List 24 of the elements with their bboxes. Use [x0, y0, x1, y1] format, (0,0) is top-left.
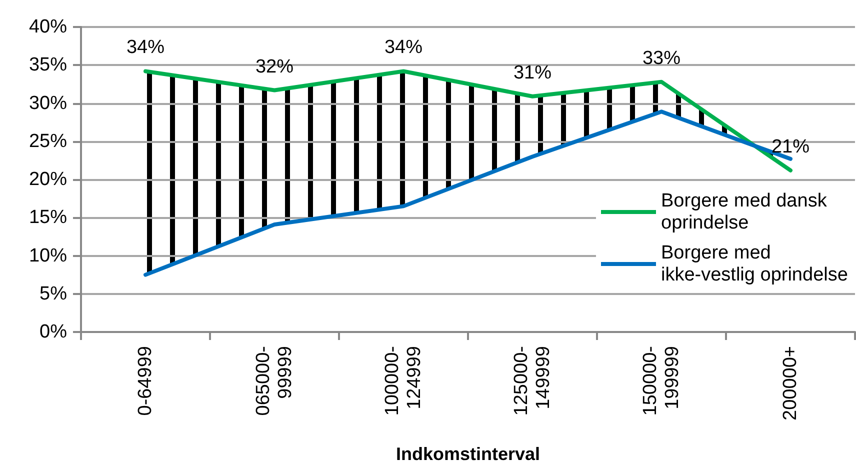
y-tick-label: 35%: [28, 54, 68, 76]
data-label: 33%: [642, 48, 681, 69]
legend-label: Borgere med dansk oprindelse: [661, 190, 832, 234]
legend-label: Borgere med ikke-vestlig oprindelse: [661, 242, 848, 286]
x-tick-label: 065000-99999: [253, 346, 296, 416]
y-tick-label: 40%: [28, 16, 68, 38]
data-label: 21%: [771, 136, 810, 158]
y-tick-label: 30%: [28, 92, 68, 114]
x-tick-label: 200000+: [780, 346, 801, 420]
y-tick-label: 20%: [28, 169, 68, 190]
x-axis-title: Indkomstinterval: [396, 444, 540, 464]
y-tick-label: 10%: [28, 245, 68, 266]
x-tick-label: 0-64999: [135, 346, 156, 416]
data-label: 34%: [126, 37, 165, 58]
y-tick-label: 15%: [28, 207, 68, 228]
data-label: 31%: [513, 62, 552, 84]
x-tick-label: 100000-124999: [382, 346, 425, 416]
x-tick-label: 125000-149999: [511, 346, 554, 416]
y-tick-label: 5%: [40, 283, 68, 304]
data-label: 32%: [255, 56, 294, 78]
y-tick-label: 25%: [28, 130, 68, 152]
y-tick-label: 0%: [40, 322, 68, 342]
x-tick-label: 150000-199999: [640, 346, 683, 416]
data-label: 34%: [384, 37, 423, 58]
